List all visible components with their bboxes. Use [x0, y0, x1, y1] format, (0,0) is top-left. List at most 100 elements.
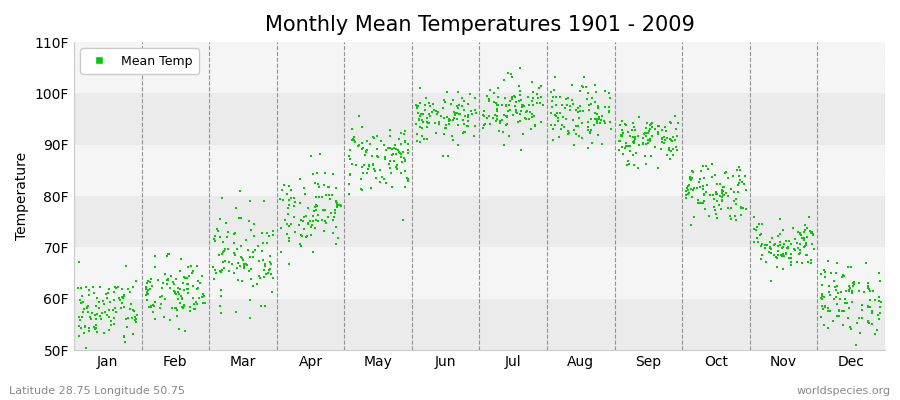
Point	[788, 247, 802, 253]
Point	[726, 198, 741, 204]
Point	[263, 265, 277, 272]
Point	[467, 94, 482, 101]
Point	[121, 315, 135, 321]
Point	[821, 308, 835, 314]
Point	[641, 137, 655, 144]
Point	[773, 216, 788, 222]
Point	[410, 138, 424, 144]
Point	[354, 176, 368, 182]
Point	[660, 134, 674, 141]
Point	[130, 312, 145, 318]
Point	[146, 302, 160, 308]
Point	[297, 184, 311, 191]
Point	[101, 290, 115, 296]
Point	[121, 286, 135, 292]
Point	[467, 132, 482, 139]
Point	[506, 112, 520, 118]
Point	[148, 316, 163, 322]
Point	[323, 196, 338, 202]
Point	[477, 122, 491, 128]
Point	[148, 303, 162, 310]
Point	[840, 300, 854, 306]
Point	[852, 315, 867, 321]
Point	[552, 134, 566, 140]
Point	[411, 116, 426, 122]
Point	[366, 161, 381, 168]
Point	[358, 148, 373, 155]
Point	[358, 147, 373, 154]
Point	[707, 206, 722, 213]
Point	[652, 123, 666, 129]
Point	[591, 104, 606, 111]
Point	[598, 120, 612, 126]
Point	[366, 134, 381, 140]
Point	[724, 216, 739, 223]
Point	[242, 268, 256, 274]
Point	[512, 82, 526, 89]
Point	[233, 243, 248, 249]
Point	[343, 172, 357, 178]
Point	[355, 146, 369, 152]
Point	[102, 286, 116, 292]
Point	[615, 131, 629, 138]
Point	[122, 306, 137, 312]
Point	[830, 260, 844, 266]
Point	[326, 217, 340, 223]
Point	[865, 308, 879, 314]
Point	[686, 186, 700, 193]
Point	[645, 120, 660, 127]
Point	[616, 150, 630, 157]
Point	[815, 282, 830, 288]
Point	[255, 247, 269, 254]
Point	[683, 176, 698, 182]
Point	[639, 161, 653, 167]
Point	[562, 106, 577, 113]
Point	[318, 170, 332, 177]
Point	[310, 218, 325, 224]
Point	[575, 84, 590, 90]
Point	[153, 305, 167, 311]
Point	[92, 305, 106, 311]
Bar	[74, 94, 885, 145]
Point	[140, 291, 155, 297]
Point	[641, 140, 655, 146]
Point	[617, 145, 632, 151]
Point	[626, 139, 641, 146]
Point	[788, 236, 803, 242]
Point	[644, 121, 658, 127]
Point	[262, 267, 276, 274]
Point	[817, 304, 832, 310]
Point	[715, 190, 729, 196]
Point	[293, 200, 308, 206]
Point	[140, 284, 154, 290]
Point	[222, 268, 237, 274]
Point	[635, 140, 650, 146]
Point	[488, 112, 502, 118]
Point	[423, 103, 437, 110]
Point	[382, 161, 396, 168]
Point	[508, 93, 522, 99]
Point	[88, 312, 103, 318]
Point	[710, 181, 724, 187]
Point	[544, 104, 559, 110]
Point	[97, 329, 112, 336]
Point	[637, 152, 652, 159]
Point	[525, 98, 539, 104]
Point	[456, 130, 471, 136]
Point	[592, 120, 607, 126]
Point	[151, 276, 166, 283]
Point	[776, 265, 790, 272]
Point	[639, 141, 653, 148]
Point	[419, 94, 434, 101]
Point	[390, 161, 404, 168]
Point	[77, 322, 92, 329]
Point	[626, 162, 641, 168]
Point	[763, 250, 778, 256]
Point	[709, 189, 724, 195]
Point	[369, 174, 383, 181]
Point	[347, 139, 362, 146]
Point	[805, 260, 819, 266]
Point	[706, 204, 721, 210]
Point	[662, 156, 677, 162]
Point	[308, 225, 322, 232]
